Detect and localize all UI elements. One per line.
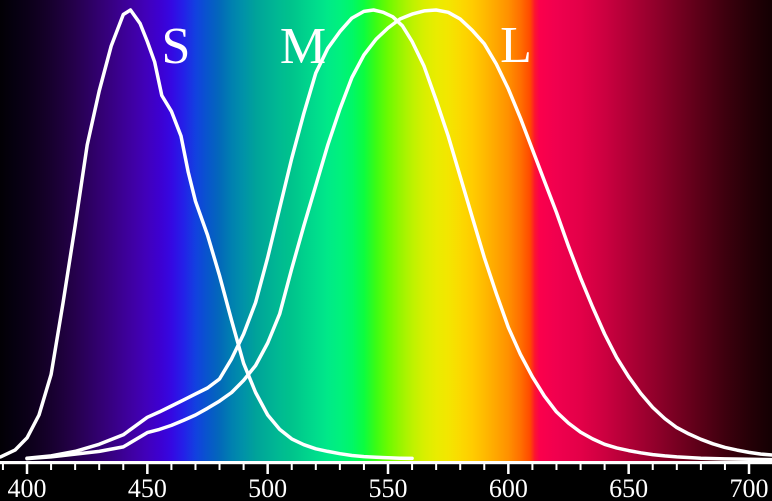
axis-tick-label: 650 bbox=[609, 474, 648, 501]
curve-label-m: M bbox=[279, 18, 327, 75]
curve-l bbox=[25, 8, 772, 461]
axis-tick-label: 600 bbox=[489, 474, 528, 501]
x-axis-line bbox=[0, 461, 772, 465]
visible-spectrum-background bbox=[0, 0, 772, 461]
axis-tick-label: 500 bbox=[248, 474, 287, 501]
cone-curves bbox=[0, 8, 772, 462]
axis-tick-label: 700 bbox=[730, 474, 769, 501]
axis-tick-label: 550 bbox=[369, 474, 408, 501]
curve-label-s: S bbox=[161, 18, 191, 75]
wavelength-axis: 400 450 500 550 600 650 700 bbox=[0, 461, 772, 501]
curve-m bbox=[25, 8, 772, 462]
curve-label-l: L bbox=[500, 17, 532, 74]
curve-s bbox=[0, 8, 414, 461]
axis-tick-label: 450 bbox=[128, 474, 167, 501]
axis-tick-label: 400 bbox=[8, 474, 47, 501]
